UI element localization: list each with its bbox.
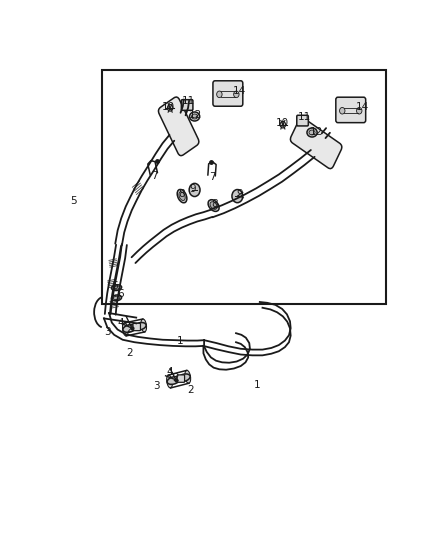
- Circle shape: [233, 91, 239, 98]
- Text: 1: 1: [177, 336, 184, 346]
- Circle shape: [217, 91, 222, 98]
- Ellipse shape: [166, 375, 173, 388]
- Ellipse shape: [177, 374, 190, 382]
- Ellipse shape: [123, 323, 128, 336]
- Text: 10: 10: [162, 102, 175, 112]
- Circle shape: [280, 122, 286, 128]
- Text: 7: 7: [209, 172, 216, 182]
- Text: 4: 4: [118, 318, 124, 327]
- Text: 2: 2: [172, 373, 179, 383]
- Ellipse shape: [177, 189, 187, 203]
- FancyBboxPatch shape: [177, 375, 184, 382]
- Ellipse shape: [190, 112, 200, 121]
- Text: 2: 2: [187, 385, 194, 395]
- Circle shape: [167, 104, 173, 111]
- Circle shape: [339, 108, 345, 114]
- Ellipse shape: [141, 319, 147, 332]
- Ellipse shape: [113, 286, 120, 289]
- Ellipse shape: [210, 202, 217, 209]
- Text: 8: 8: [179, 189, 185, 199]
- Text: 4: 4: [167, 367, 173, 377]
- Circle shape: [189, 183, 200, 197]
- Ellipse shape: [208, 200, 219, 212]
- FancyBboxPatch shape: [336, 97, 366, 123]
- Text: 9: 9: [189, 184, 195, 194]
- Circle shape: [232, 190, 243, 203]
- Ellipse shape: [133, 322, 146, 330]
- Text: 6: 6: [118, 289, 124, 299]
- Ellipse shape: [123, 325, 136, 333]
- Text: 14: 14: [233, 86, 247, 95]
- FancyBboxPatch shape: [102, 70, 386, 304]
- Text: 1: 1: [254, 380, 260, 390]
- Ellipse shape: [167, 377, 180, 384]
- Ellipse shape: [309, 130, 315, 135]
- Text: 12: 12: [310, 127, 323, 136]
- Text: 2: 2: [126, 348, 133, 358]
- Ellipse shape: [113, 296, 120, 300]
- Text: 12: 12: [189, 110, 202, 120]
- Text: 9: 9: [237, 189, 243, 199]
- Text: 3: 3: [153, 381, 160, 391]
- Ellipse shape: [191, 114, 198, 119]
- FancyBboxPatch shape: [133, 324, 141, 330]
- Text: 3: 3: [104, 327, 111, 336]
- FancyBboxPatch shape: [290, 118, 342, 168]
- Ellipse shape: [307, 128, 317, 137]
- Text: 10: 10: [276, 118, 289, 128]
- FancyBboxPatch shape: [159, 97, 199, 156]
- Text: 7: 7: [152, 172, 158, 181]
- Circle shape: [357, 108, 362, 114]
- Ellipse shape: [111, 295, 122, 301]
- FancyBboxPatch shape: [213, 81, 243, 106]
- Text: 2: 2: [126, 324, 133, 334]
- Text: 14: 14: [355, 102, 369, 112]
- Ellipse shape: [179, 192, 185, 200]
- Ellipse shape: [111, 285, 122, 290]
- Text: 11: 11: [182, 96, 195, 106]
- Text: 11: 11: [297, 112, 311, 122]
- Text: 8: 8: [211, 199, 218, 209]
- FancyBboxPatch shape: [297, 115, 308, 126]
- Text: 6: 6: [111, 280, 117, 290]
- Text: 5: 5: [70, 197, 77, 206]
- Ellipse shape: [185, 370, 191, 383]
- FancyBboxPatch shape: [181, 100, 193, 110]
